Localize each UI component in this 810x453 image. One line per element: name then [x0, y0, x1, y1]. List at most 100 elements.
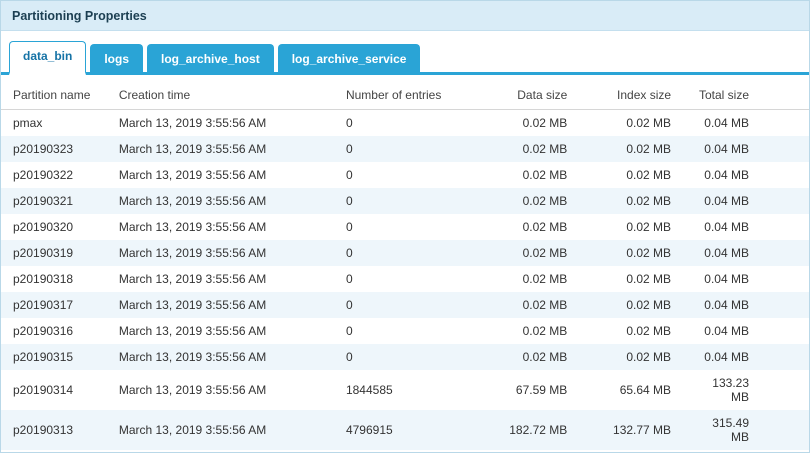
table-cell: 0.04 MB [704, 272, 749, 286]
table-cell: p20190317 [13, 298, 74, 312]
table-cell: 0 [345, 168, 353, 182]
table-cell: 65.64 MB [619, 383, 672, 397]
table-cell: 0.02 MB [522, 220, 568, 234]
table-header: Partition name Creation time Number of e… [1, 81, 809, 110]
table-cell: 0.02 MB [626, 298, 672, 312]
table-cell: 0.04 MB [704, 168, 749, 182]
table-cell: p20190323 [13, 142, 74, 156]
table-cell: March 13, 2019 3:55:56 AM [118, 350, 267, 364]
table-cell: 0.04 MB [704, 246, 749, 260]
table-cell: 0 [345, 350, 353, 364]
page-title: Partitioning Properties [12, 9, 147, 23]
table-cell: p20190322 [13, 168, 74, 182]
table-cell: 0.02 MB [522, 194, 568, 208]
column-header-data-size: Data size [477, 81, 586, 110]
table-cell: p20190314 [13, 383, 74, 397]
column-header-number-of-entries: Number of entries [339, 81, 478, 110]
table-cell: 0 [345, 246, 353, 260]
table-cell: pmax [13, 116, 43, 130]
table-cell: 0.02 MB [626, 220, 672, 234]
table-cell: p20190318 [13, 272, 74, 286]
table-cell: 0.02 MB [626, 168, 672, 182]
column-header-creation-time: Creation time [112, 81, 340, 110]
table-row: p20190322 March 13, 2019 3:55:56 AM 0 0.02 … [1, 162, 809, 188]
table-cell: 0.02 MB [522, 142, 568, 156]
column-header-index-size: Index size [585, 81, 686, 110]
table-cell: March 13, 2019 3:55:56 AM [118, 168, 267, 182]
table-cell: 0.04 MB [704, 350, 749, 364]
table-row: p20190316 March 13, 2019 3:55:56 AM 0 0.02 … [1, 318, 809, 344]
table-cell: 1844585 [345, 383, 393, 397]
table-cell: 132.77 MB [613, 423, 672, 437]
table-row: p20190317 March 13, 2019 3:55:56 AM 0 0.02 … [1, 292, 809, 318]
table-cell: 0.04 MB [704, 194, 749, 208]
table-cell: 0.02 MB [522, 324, 568, 338]
table-cell: 0 [345, 298, 353, 312]
tab-log-archive-service[interactable]: log_archive_service [277, 44, 421, 72]
table-cell: 0.02 MB [522, 116, 568, 130]
table-cell: 67.59 MB [515, 383, 568, 397]
column-header-partition-name: Partition name [1, 81, 113, 110]
table-cell: 0.04 MB [704, 142, 749, 156]
table-cell: March 13, 2019 3:55:56 AM [118, 324, 267, 338]
table-cell: 0.02 MB [522, 350, 568, 364]
table-cell: 0.02 MB [522, 272, 568, 286]
table-cell: 0.02 MB [626, 272, 672, 286]
tab-bar: data_bin logs log_archive_host log_archi… [1, 31, 809, 75]
table-row: p20190318 March 13, 2019 3:55:56 AM 0 0.02 … [1, 266, 809, 292]
table-cell: 0 [345, 116, 353, 130]
table-row: p20190313 March 13, 2019 3:55:56 AM 479691… [1, 410, 809, 450]
table-row: p20190312March 13, 2019 3:55:56 AM458484… [1, 450, 809, 452]
table-cell: 0.04 MB [704, 220, 749, 234]
tab-log-archive-host[interactable]: log_archive_host [147, 44, 274, 72]
table-cell: p20190321 [13, 194, 74, 208]
table-cell: 0.04 MB [704, 298, 749, 312]
table-cell: March 13, 2019 3:55:56 AM [118, 220, 267, 234]
table-cell: 0.02 MB [626, 194, 672, 208]
table-cell: 0 [345, 220, 353, 234]
table-cell: 0 [345, 324, 353, 338]
table-row: p20190321 March 13, 2019 3:55:56 AM 0 0.02 … [1, 188, 809, 214]
table-cell: p20190319 [13, 246, 74, 260]
table-cell: 0 [345, 272, 353, 286]
table-cell: March 13, 2019 3:55:56 AM [118, 383, 267, 397]
table-cell: 0.04 MB [704, 116, 749, 130]
table-cell: p20190313 [13, 423, 74, 437]
table-cell: 133.23 MB [712, 376, 749, 404]
table-cell: 0 [345, 142, 353, 156]
table-cell: March 13, 2019 3:55:56 AM [118, 116, 267, 130]
table-cell: March 13, 2019 3:55:56 AM [118, 272, 267, 286]
table-cell: March 13, 2019 3:55:56 AM [118, 246, 267, 260]
table-cell: 0.02 MB [522, 246, 568, 260]
table-cell: 182.72 MB [509, 423, 568, 437]
table-cell: p20190320 [13, 220, 74, 234]
table-cell: 0.02 MB [522, 298, 568, 312]
table-cell: 0.02 MB [626, 116, 672, 130]
table-row: pmax March 13, 2019 3:55:56 AM 0 0.02 MB 0.0… [1, 109, 809, 136]
table-cell: March 13, 2019 3:55:56 AM [118, 194, 267, 208]
table-cell: p20190316 [13, 324, 74, 338]
table-row: p20190319 March 13, 2019 3:55:56 AM 0 0.02 … [1, 240, 809, 266]
table-body: pmax March 13, 2019 3:55:56 AM 0 0.02 MB 0.0… [1, 109, 809, 452]
table-cell: 0.02 MB [626, 142, 672, 156]
table-cell: March 13, 2019 3:55:56 AM [118, 142, 267, 156]
table-cell: 0.02 MB [626, 350, 672, 364]
table-cell: 4796915 [345, 423, 393, 437]
table-cell: 0.02 MB [626, 246, 672, 260]
table-row: p20190315 March 13, 2019 3:55:56 AM 0 0.02 … [1, 344, 809, 370]
panel-header: Partitioning Properties [1, 1, 809, 31]
table-cell: 0.02 MB [522, 168, 568, 182]
table-cell: 315.49 MB [712, 416, 749, 444]
table-cell: 0.04 MB [704, 324, 749, 338]
tab-data-bin[interactable]: data_bin [9, 41, 87, 75]
partitions-table: Partition name Creation time Number of e… [1, 81, 809, 452]
table-cell: p20190315 [13, 350, 74, 364]
table-header-row: Partition name Creation time Number of e… [1, 81, 809, 110]
table-row: p20190323 March 13, 2019 3:55:56 AM 0 0.02 … [1, 136, 809, 162]
table-cell: 0 [345, 194, 353, 208]
table-cell: 0.02 MB [626, 324, 672, 338]
column-header-total-size: Total size [685, 81, 809, 110]
tab-logs[interactable]: logs [90, 44, 144, 72]
table-cell: March 13, 2019 3:55:56 AM [118, 298, 267, 312]
